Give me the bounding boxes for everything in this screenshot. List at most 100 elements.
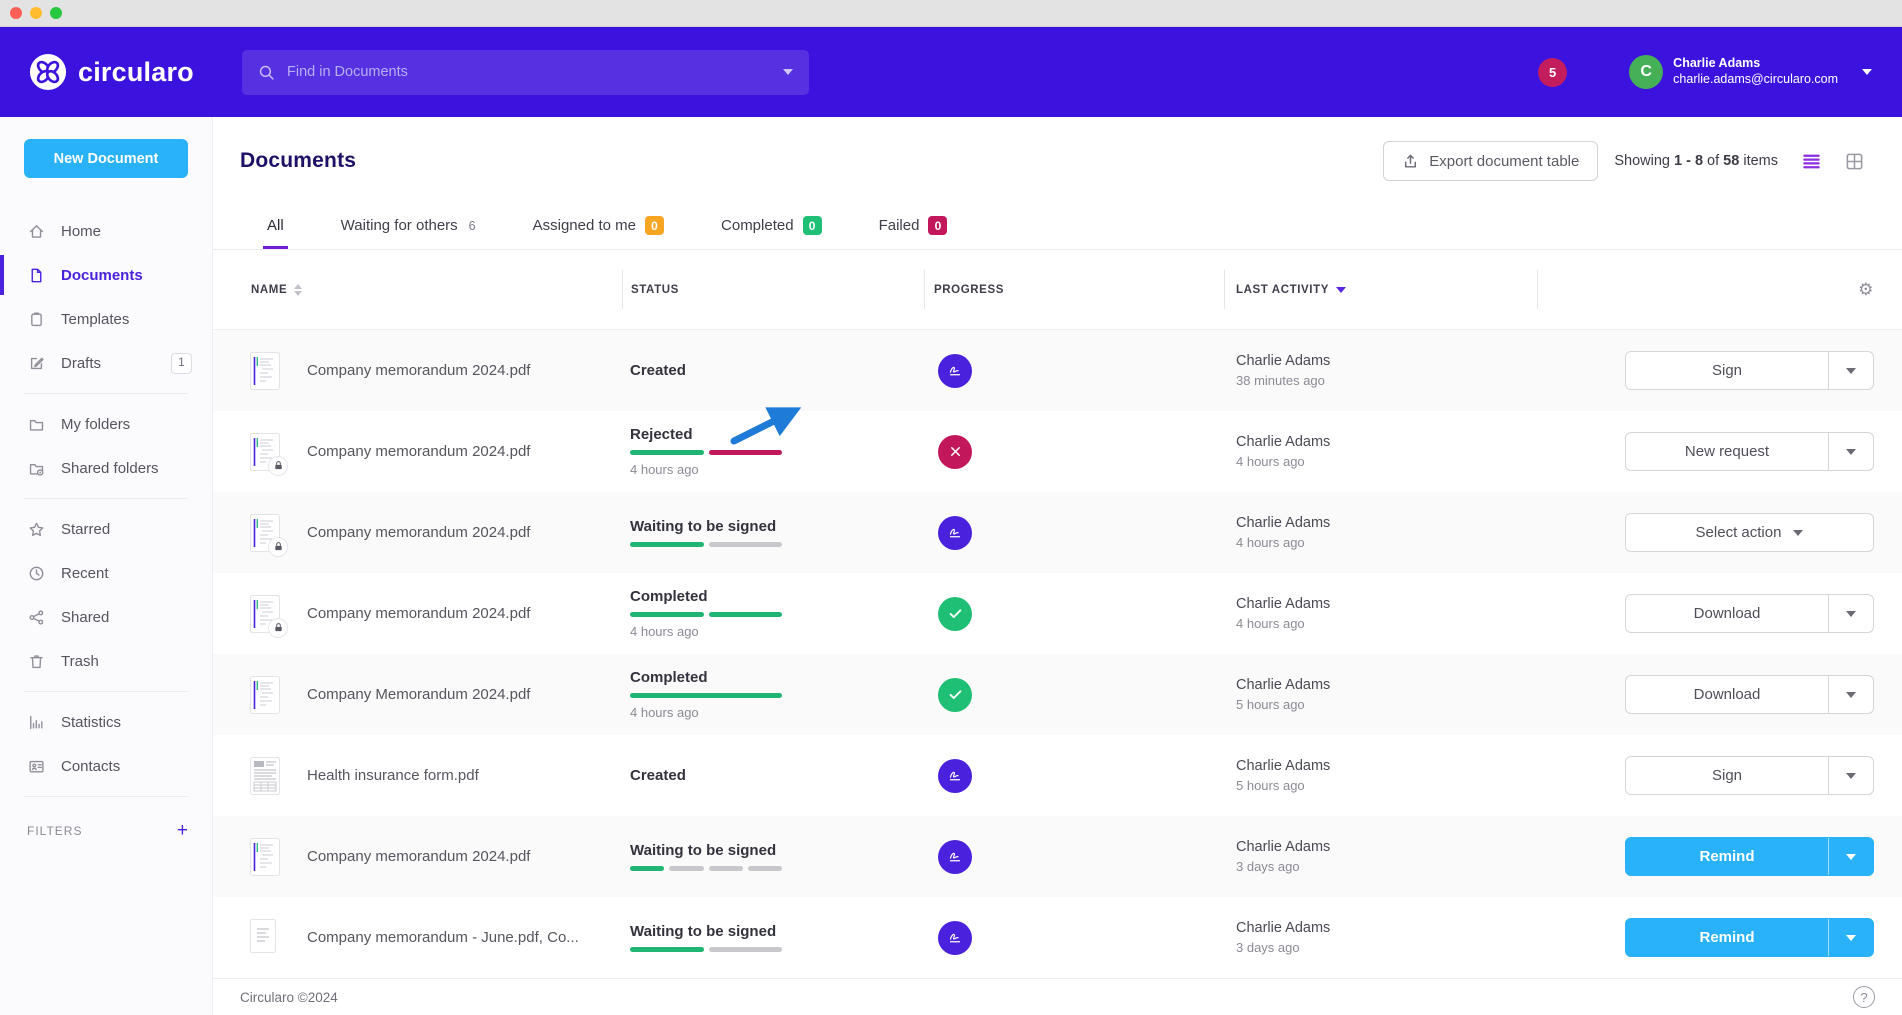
table-row[interactable]: Company memorandum 2024.pdf Created Char… [213,330,1902,411]
document-name[interactable]: Company memorandum 2024.pdf [307,442,531,460]
table-row[interactable]: Company memorandum 2024.pdf Waiting to b… [213,492,1902,573]
sidebar-item-documents[interactable]: Documents [0,253,212,297]
page-title: Documents [240,149,357,172]
column-header-status[interactable]: STATUS [622,250,924,329]
document-name[interactable]: Company memorandum 2024.pdf [307,604,531,622]
sidebar-item-trash[interactable]: Trash [0,639,212,683]
document-name[interactable]: Company memorandum 2024.pdf [307,361,531,379]
document-name[interactable]: Health insurance form.pdf [307,766,479,784]
search-scope-dropdown-icon[interactable] [783,69,793,75]
user-email: charlie.adams@circularo.com [1673,72,1838,86]
search-input[interactable] [287,64,783,80]
action-button[interactable]: Remind [1626,838,1828,875]
activity-time: 3 days ago [1236,859,1300,874]
statistics-icon [27,714,45,731]
sidebar-item-home[interactable]: Home [0,209,212,253]
document-filter-tabs: All Waiting for others 6 Assigned to me 0 … [213,205,1902,250]
document-name[interactable]: Company memorandum - June.pdf, Co... [307,928,579,946]
new-document-button[interactable]: New Document [24,139,188,178]
sidebar-item-shared-folders[interactable]: Shared folders [0,446,212,490]
close-window-button[interactable] [10,7,22,19]
user-menu[interactable]: C Charlie Adams charlie.adams@circularo.… [1629,55,1872,89]
tab-count-badge: 0 [645,216,665,235]
activity-time: 4 hours ago [1236,616,1305,631]
document-name[interactable]: Company Memorandum 2024.pdf [307,685,531,703]
help-icon[interactable]: ? [1853,986,1875,1008]
sidebar-item-my-folders[interactable]: My folders [0,402,212,446]
sidebar-item-recent[interactable]: Recent [0,551,212,595]
activity-time: 4 hours ago [1236,535,1305,550]
column-header-progress[interactable]: PROGRESS [924,250,1224,329]
tab-assigned-to-me[interactable]: Assigned to me 0 [529,205,668,249]
action-button[interactable]: Sign [1626,757,1828,794]
tab-waiting-for-others[interactable]: Waiting for others 6 [340,217,476,234]
brand-name: circularo [78,56,194,87]
sidebar-item-shared[interactable]: Shared [0,595,212,639]
minimize-window-button[interactable] [30,7,42,19]
zoom-window-button[interactable] [50,7,62,19]
progress-status-icon [938,839,972,874]
sort-icon[interactable] [294,283,303,296]
document-name[interactable]: Company memorandum 2024.pdf [307,847,531,865]
status-time: 4 hours ago [630,624,699,639]
trash-icon [27,653,45,670]
action-button[interactable]: Download [1626,676,1828,713]
status-progress-bar [630,612,782,617]
action-button[interactable]: Remind [1626,919,1828,956]
table-settings-gear-icon[interactable]: ⚙ [1858,279,1874,299]
window-titlebar [0,0,1902,27]
tab-count-badge: 0 [802,216,822,235]
status-label: Completed [630,588,708,605]
chevron-down-icon [1846,691,1856,698]
table-row[interactable]: Company memorandum - June.pdf, Co... Wai… [213,897,1902,978]
column-header-last-activity[interactable]: LAST ACTIVITY [1224,250,1537,329]
document-thumbnail [250,351,280,390]
action-dropdown-toggle[interactable] [1828,676,1873,713]
table-row[interactable]: Company memorandum 2024.pdf Rejected 4 h… [213,411,1902,492]
sidebar-item-contacts[interactable]: Contacts [0,744,212,788]
tab-failed[interactable]: Failed 0 [875,205,952,249]
list-view-toggle[interactable] [1802,152,1821,171]
action-dropdown-toggle[interactable] [1828,433,1873,470]
notification-badge[interactable]: 5 [1538,57,1568,87]
export-document-table-button[interactable]: Export document table [1383,141,1599,181]
sidebar-item-statistics[interactable]: Statistics [0,700,212,744]
status-label: Created [630,767,686,784]
document-thumbnail [250,918,280,957]
action-button[interactable]: Sign [1626,352,1828,389]
table-row[interactable]: Company memorandum 2024.pdf Waiting to b… [213,816,1902,897]
add-filter-button[interactable]: + [176,820,188,841]
brand-logo[interactable]: circularo [29,53,204,91]
status-progress-bar [630,947,782,952]
grid-view-icon [1846,153,1863,169]
sidebar-item-drafts[interactable]: Drafts 1 [0,341,212,385]
sidebar-item-templates[interactable]: Templates [0,297,212,341]
document-thumbnail [250,432,287,475]
document-icon [27,267,45,284]
action-dropdown-toggle[interactable] [1828,352,1873,389]
sidebar-item-starred[interactable]: Starred [0,507,212,551]
table-row[interactable]: Health insurance form.pdf Created Charli… [213,735,1902,816]
action-dropdown-toggle[interactable] [1828,757,1873,794]
action-button[interactable]: Select action [1626,514,1873,551]
action-dropdown-toggle[interactable] [1828,919,1873,956]
tab-all[interactable]: All [263,205,288,249]
action-button[interactable]: New request [1626,433,1828,470]
progress-status-icon [938,353,972,388]
action-dropdown-toggle[interactable] [1828,838,1873,875]
progress-status-icon [938,920,972,955]
tab-completed[interactable]: Completed 0 [717,205,826,249]
action-button[interactable]: Download [1626,595,1828,632]
column-header-name[interactable]: NAME [213,250,622,329]
action-dropdown-toggle[interactable] [1828,595,1873,632]
progress-status-icon [938,434,972,469]
table-row[interactable]: Company memorandum 2024.pdf Completed 4 … [213,573,1902,654]
table-header: NAME STATUS PROGRESS LAST ACTIVITY ⚙ [213,250,1902,330]
grid-view-toggle[interactable] [1845,152,1864,171]
status-time: 4 hours ago [630,462,699,477]
activity-user: Charlie Adams [1236,677,1331,693]
table-row[interactable]: Company Memorandum 2024.pdf Completed 4 … [213,654,1902,735]
divider [24,691,188,692]
document-name[interactable]: Company memorandum 2024.pdf [307,523,531,541]
global-search[interactable] [242,49,809,95]
